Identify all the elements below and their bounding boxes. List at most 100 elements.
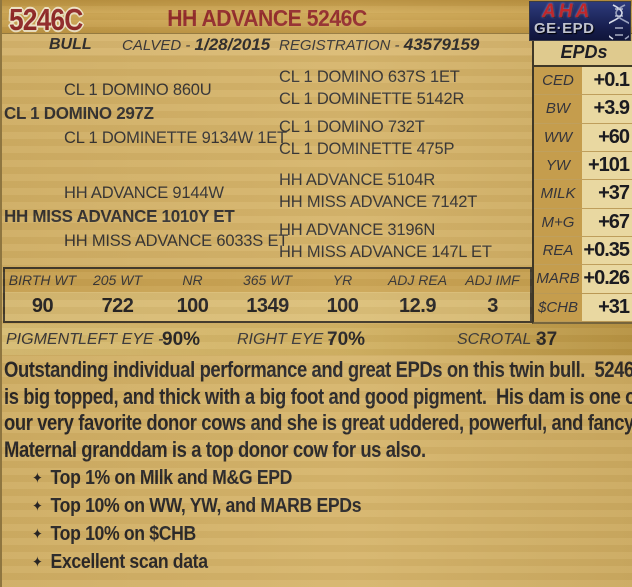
epd-label: CED (534, 67, 582, 95)
pedigree: CL 1 DOMINO 860U CL 1 DOMINO 297Z CL 1 D… (2, 60, 532, 266)
highlight-list: ✦ Top 1% on MIlk and M&G EPD ✦ Top 10% on … (32, 464, 632, 576)
epd-label: MARB (534, 265, 582, 293)
info-row: BULL CALVED - 1/28/2015 REGISTRATION - 4… (2, 33, 532, 56)
dam-dam-dam: HH MISS ADVANCE 147L ET (279, 242, 492, 261)
list-item-text: Top 10% on $CHB (50, 522, 197, 545)
performance-table: BIRTH WT 205 WT NR 365 WT YR ADJ REA ADJ… (3, 267, 532, 323)
epd-value: +0.35 (582, 236, 632, 265)
description-line: our very favorite donor cows and she is … (4, 410, 632, 435)
epd-value: +67 (582, 208, 632, 236)
lot-tag-number: 5246C (9, 2, 83, 37)
list-item: ✦ Top 1% on MIlk and M&G EPD (32, 464, 548, 492)
epd-table: EPDs CED +0.1 BW +3.9 WW +60 YW +101 MILK +37… (532, 41, 632, 324)
epd-value: +3.9 (582, 95, 632, 123)
epd-table-header: EPDs (534, 41, 632, 67)
list-item-text: Top 10% on WW, YW, and MARB EPDs (50, 494, 362, 517)
epd-value: +0.1 (582, 67, 632, 95)
epd-value: +37 (582, 180, 632, 208)
perf-value: 100 (176, 295, 209, 317)
epd-row-yw: YW +101 (534, 151, 632, 181)
description-line: Outstanding individual performance and g… (4, 357, 632, 382)
right-eye-value: 70% (327, 329, 366, 350)
registration-field: REGISTRATION - 43579159 (279, 33, 479, 57)
pigment-prefix: PIGMENT (6, 331, 79, 348)
list-item: ✦ Top 10% on WW, YW, and MARB EPDs (32, 492, 548, 520)
header-band: 5246C HH ADVANCE 5246C (2, 0, 632, 37)
epd-value: +31 (582, 293, 632, 321)
registration-label: REGISTRATION - (279, 37, 404, 54)
list-item-text: Top 1% on MIlk and M&G EPD (50, 466, 293, 489)
sire-dam-dam: CL 1 DOMINETTE 475P (279, 139, 455, 158)
sire-sire-sire: CL 1 DOMINO 637S 1ET (279, 67, 460, 86)
sire-sire-dam: CL 1 DOMINETTE 5142R (279, 89, 465, 108)
scrotal-value: 37 (536, 329, 558, 350)
epd-value: +101 (582, 151, 632, 180)
perf-col-header: ADJ IMF (465, 272, 520, 288)
list-item: ✦ Excellent scan data (32, 548, 548, 576)
epd-label: REA (534, 236, 582, 265)
perf-value: 722 (101, 295, 134, 317)
ge-epd-logo-text: GE·EPD (534, 20, 595, 37)
epd-row-mg: M+G +67 (534, 208, 632, 237)
performance-value-row: 90 722 100 1349 100 12.9 3 (5, 292, 530, 321)
dam-sire-sire: HH ADVANCE 5104R (279, 170, 436, 189)
aha-ge-epd-logo: AHA GE·EPD (529, 1, 631, 41)
list-item-text: Excellent scan data (50, 550, 208, 573)
epd-value: +0.26 (582, 265, 632, 293)
dam-dam: HH MISS ADVANCE 6033S ET (64, 231, 289, 250)
pigment-scrotal-band: PIGMENT LEFT EYE - 90% RIGHT EYE - 70% S… (2, 324, 632, 355)
left-eye-label: LEFT EYE - (78, 331, 168, 348)
calved-date: 1/28/2015 (194, 35, 271, 54)
description-line: is big topped, and thick with a big foot… (4, 383, 632, 409)
calved-label: CALVED - (122, 37, 195, 54)
animal-name-title: HH ADVANCE 5246C (167, 5, 367, 31)
epd-label: $CHB (534, 293, 582, 321)
perf-col-header: BIRTH WT (8, 272, 77, 288)
epd-label: MILK (534, 180, 582, 208)
scrotal-label: SCROTAL - (457, 331, 546, 348)
perf-col-header: YR (332, 272, 353, 288)
registration-number: 43579159 (403, 35, 480, 54)
epd-row-chb: $CHB +31 (534, 293, 632, 322)
perf-col-header: ADJ REA (387, 272, 448, 288)
epd-row-ced: CED +0.1 (534, 67, 632, 96)
epd-row-rea: REA +0.35 (534, 236, 632, 266)
right-eye-label: RIGHT EYE - (237, 331, 338, 348)
epd-label: WW (534, 123, 582, 151)
perf-value: 1349 (246, 295, 289, 317)
sire-name: CL 1 DOMINO 297Z (4, 103, 154, 123)
description-line: Maternal granddam is a top donor cow for… (4, 436, 426, 462)
left-eye-value: 90% (162, 329, 201, 350)
perf-col-header: 205 WT (92, 272, 142, 288)
perf-value: 100 (326, 295, 359, 317)
perf-col-header: 365 WT (242, 272, 292, 288)
sire-dam-sire: CL 1 DOMINO 732T (279, 117, 425, 136)
dam-dam-sire: HH ADVANCE 3196N (279, 220, 436, 239)
calved-field: CALVED - 1/28/2015 (122, 33, 270, 57)
epd-label: M+G (534, 208, 582, 236)
epd-value: +60 (582, 123, 632, 151)
sex-label: BULL (49, 36, 92, 53)
dna-helix-icon (609, 4, 629, 40)
star-bullet-icon: ✦ (32, 498, 43, 515)
epd-row-ww: WW +60 (534, 123, 632, 152)
perf-value: 90 (31, 295, 54, 317)
sire-sire: CL 1 DOMINO 860U (64, 80, 212, 99)
performance-header-row: BIRTH WT 205 WT NR 365 WT YR ADJ REA ADJ… (5, 269, 530, 292)
star-bullet-icon: ✦ (32, 526, 43, 543)
dam-sire-dam: HH MISS ADVANCE 7142T (279, 192, 478, 211)
list-item: ✦ Top 10% on $CHB (32, 520, 548, 548)
epd-label: YW (534, 151, 582, 180)
epd-row-milk: MILK +37 (534, 180, 632, 209)
perf-value: 3 (487, 295, 498, 317)
perf-col-header: NR (182, 272, 203, 288)
perf-value: 12.9 (399, 295, 436, 317)
epd-row-bw: BW +3.9 (534, 95, 632, 124)
sire-dam: CL 1 DOMINETTE 9134W 1ET (64, 128, 287, 147)
aha-logo-text: AHA (542, 1, 593, 22)
epd-label: BW (534, 95, 582, 123)
star-bullet-icon: ✦ (32, 470, 43, 487)
epd-row-marb: MARB +0.26 (534, 265, 632, 294)
dam-sire: HH ADVANCE 9144W (64, 183, 224, 202)
